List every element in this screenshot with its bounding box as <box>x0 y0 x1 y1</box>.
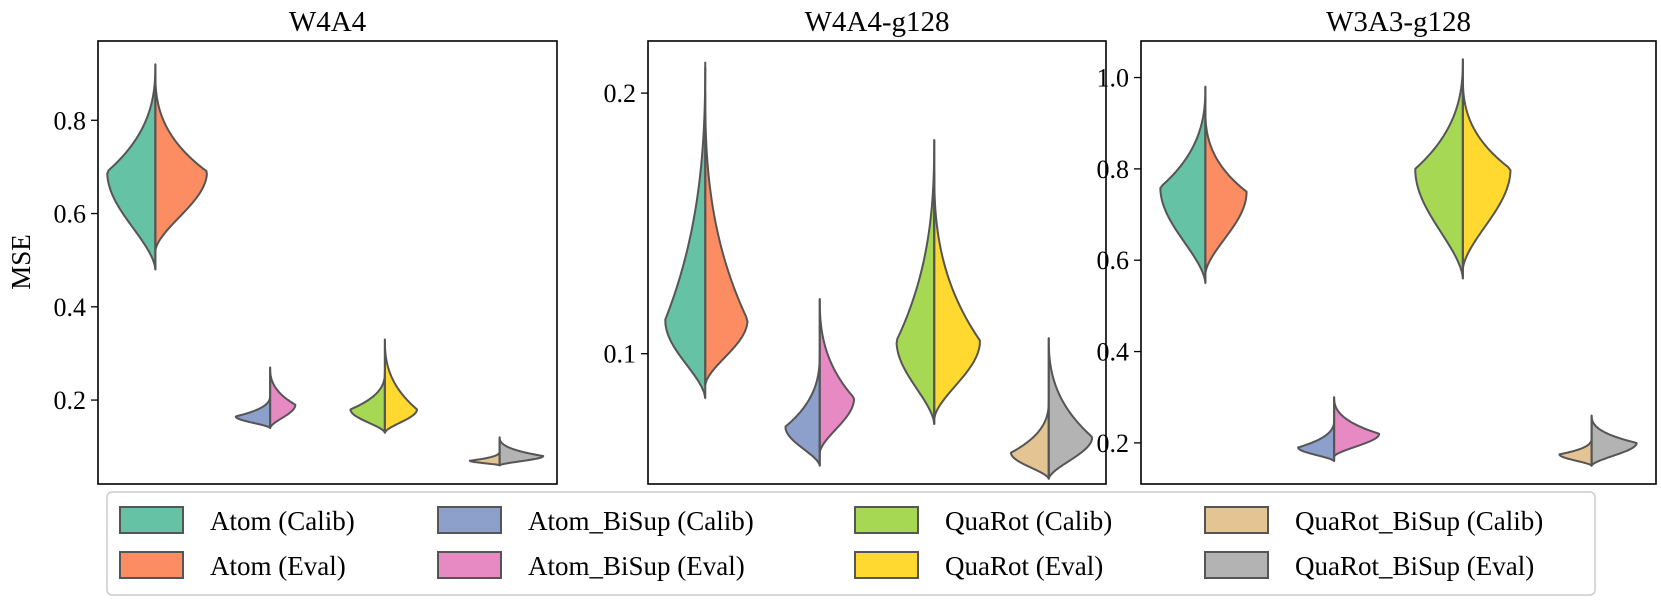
violin-half-calib <box>349 371 386 434</box>
legend-swatch <box>437 551 502 579</box>
y-tick-label: 0.2 <box>604 79 637 108</box>
y-tick-label: 0.4 <box>1097 338 1130 367</box>
y-tick-label: 0.8 <box>1097 155 1130 184</box>
violin-Atom_BiSup <box>784 297 856 467</box>
legend-swatch <box>437 506 502 534</box>
legend-swatch <box>119 551 184 579</box>
legend-swatch <box>854 551 919 579</box>
violin-half-calib <box>895 139 936 426</box>
y-tick-label: 0.2 <box>1097 429 1130 458</box>
violin-half-eval <box>933 170 981 420</box>
y-tick-label: 0.6 <box>1097 246 1130 275</box>
violin-half-calib <box>1414 58 1464 280</box>
legend-label: Atom_BiSup (Calib) <box>528 506 754 536</box>
legend-swatch <box>1204 551 1269 579</box>
violin-half-eval <box>383 338 418 434</box>
legend-entry: Atom_BiSup (Eval) <box>437 551 745 581</box>
violin-QuaRot <box>349 338 418 434</box>
violin-Atom <box>1159 85 1248 285</box>
legend-swatch <box>854 506 919 534</box>
violin-QuaRot <box>1414 58 1512 280</box>
legend-label: QuaRot_BiSup (Eval) <box>1295 551 1534 581</box>
violin-half-eval <box>1204 108 1248 275</box>
subplot-3: W3A3-g128 0.2 0.4 0.6 0.8 1.0 <box>1097 6 1657 485</box>
legend-label: Atom_BiSup (Eval) <box>528 551 745 581</box>
subplot-2: W4A4-g128 0.1 0.2 <box>604 6 1107 485</box>
legend-label: Atom (Eval) <box>210 551 346 581</box>
violin-half-eval <box>154 72 208 252</box>
y-tick-label: 1.0 <box>1097 64 1130 93</box>
violin-half-eval <box>818 297 856 454</box>
violin-Atom <box>106 63 208 271</box>
violin-QuaRot_BiSup <box>1009 337 1094 480</box>
plot-frame <box>97 40 558 485</box>
violin-half-eval <box>269 366 297 430</box>
subplot-title: W3A3-g128 <box>1326 6 1471 38</box>
plot-frame <box>647 40 1107 485</box>
subplot-1: W4A4 0.2 0.4 0.6 0.8 MSE <box>6 6 558 485</box>
violin-half-calib <box>784 352 821 467</box>
subplot-title: W4A4 <box>289 6 367 38</box>
violin-Atom <box>664 61 749 400</box>
violin-half-calib <box>106 63 157 271</box>
legend-entry: Atom (Calib) <box>119 506 355 536</box>
legend: Atom (Calib) Atom (Eval) Atom_BiSup (Calib… <box>106 491 1596 596</box>
plot-frame <box>1140 40 1657 485</box>
legend-entry: Atom (Eval) <box>119 551 346 581</box>
violin-QuaRot <box>895 139 981 426</box>
violin-half-calib <box>664 67 707 400</box>
violin-half-calib <box>1297 419 1336 463</box>
violin-QuaRot_BiSup <box>1558 414 1638 467</box>
y-axis-label: MSE <box>6 234 36 290</box>
violin-half-eval <box>1461 76 1512 271</box>
violin-half-eval <box>498 436 545 467</box>
violin-half-eval <box>1590 414 1638 467</box>
legend-label: QuaRot (Eval) <box>945 551 1103 581</box>
legend-label: Atom (Calib) <box>210 506 355 536</box>
violin-Atom_BiSup <box>234 366 297 430</box>
legend-entry: Atom_BiSup (Calib) <box>437 506 754 536</box>
legend-label: QuaRot_BiSup (Calib) <box>1295 506 1543 536</box>
y-tick-label: 0.4 <box>54 293 87 322</box>
violin-QuaRot_BiSup <box>468 436 545 467</box>
violin-half-calib <box>1558 437 1593 467</box>
violin-half-eval <box>704 92 749 386</box>
legend-swatch <box>119 506 184 534</box>
violin-half-eval <box>1333 396 1381 458</box>
y-tick-label: 0.6 <box>54 200 87 229</box>
legend-entry: QuaRot (Eval) <box>854 551 1103 581</box>
violin-Atom_BiSup <box>1297 396 1381 463</box>
violin-half-eval <box>1047 337 1094 480</box>
legend-entry: QuaRot_BiSup (Eval) <box>1204 551 1534 581</box>
violin-half-calib <box>1009 399 1050 480</box>
legend-swatch <box>1204 506 1269 534</box>
violin-half-calib <box>468 450 501 467</box>
legend-label: QuaRot (Calib) <box>945 506 1112 536</box>
violin-half-calib <box>234 394 272 430</box>
violin-half-calib <box>1159 85 1207 285</box>
y-tick-label: 0.1 <box>604 340 637 369</box>
legend-entry: QuaRot (Calib) <box>854 506 1112 536</box>
y-tick-label: 0.2 <box>54 386 87 415</box>
subplot-title: W4A4-g128 <box>805 6 950 38</box>
legend-entry: QuaRot_BiSup (Calib) <box>1204 506 1543 536</box>
y-tick-label: 0.8 <box>54 106 87 135</box>
